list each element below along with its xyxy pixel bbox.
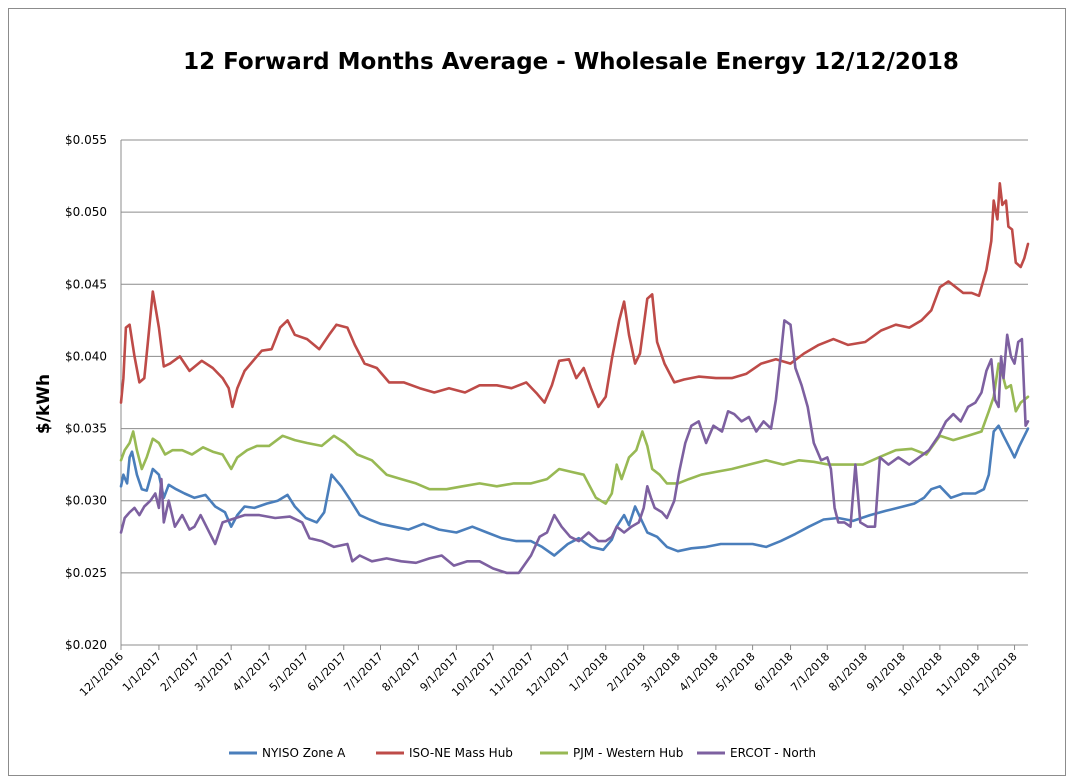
y-tick-label: $0.050 [65,205,107,219]
y-tick-label: $0.040 [65,349,107,363]
legend-label: ERCOT - North [730,746,816,760]
x-tick-label: 7/1/2017 [341,650,385,694]
x-tick-label: 6/1/2017 [305,650,349,694]
legend-label: NYISO Zone A [262,746,346,760]
x-tick-label: 12/1/2016 [77,650,126,699]
x-tick-label: 1/1/2017 [120,650,164,694]
series-line-nyiso-zone-a [119,424,1030,557]
x-tick-label: 6/1/2018 [752,650,796,694]
y-tick-label: $0.030 [65,494,107,508]
x-tick-label: 8/1/2017 [379,650,423,694]
x-tick-label: 5/1/2018 [714,650,758,694]
y-axis-label: $/kWh [34,374,54,434]
series-line-iso-ne-mass-hub [119,182,1030,409]
x-tick-label: 1/1/2018 [567,650,611,694]
series-lines [119,182,1030,575]
y-tick-label: $0.020 [65,638,107,652]
y-axis-ticks: $0.020 $0.025 $0.030 $0.035 $0.040 $0.045 $0.0… [65,133,107,652]
legend-label: PJM - Western Hub [573,746,683,760]
y-tick-label: $0.035 [65,422,107,436]
x-tick-label: 4/1/2018 [677,650,721,694]
series-line-ercot-north [119,319,1030,575]
series-line-pjm-western-hub [119,362,1030,505]
x-axis-ticks: 12/1/20161/1/20172/1/20173/1/20174/1/201… [77,650,1020,699]
legend-label: ISO-NE Mass Hub [409,746,513,760]
x-tick-label: 4/1/2017 [230,650,274,694]
axes [120,140,1028,650]
legend: NYISO Zone A ISO-NE Mass Hub PJM - Western… [229,746,816,760]
gridlines [121,139,1028,646]
x-tick-label: 7/1/2018 [788,650,832,694]
y-tick-label: $0.045 [65,277,107,291]
chart-title: 12 Forward Months Average - Wholesale En… [183,49,959,75]
x-tick-label: 5/1/2017 [267,650,311,694]
y-tick-label: $0.025 [65,566,107,580]
y-tick-label: $0.055 [65,133,107,147]
x-tick-label: 8/1/2018 [826,650,870,694]
